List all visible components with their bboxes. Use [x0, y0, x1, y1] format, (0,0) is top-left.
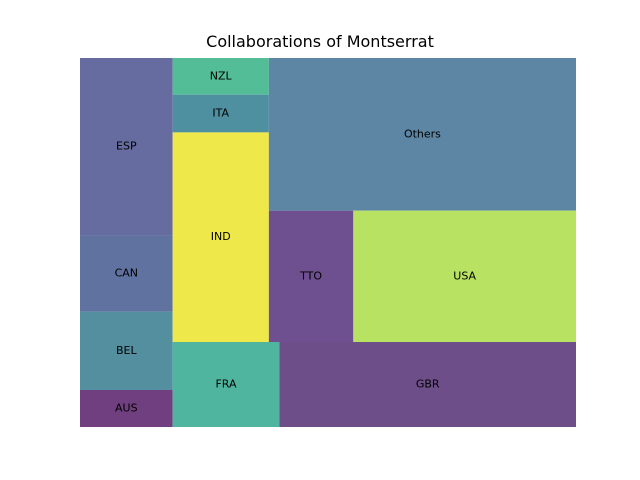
treemap-cell-ita: ITA: [172, 94, 269, 133]
treemap-rect-nzl: [172, 58, 269, 95]
treemap-rect-gbr: [279, 342, 576, 427]
treemap-cell-ind: IND: [172, 132, 269, 342]
treemap-rect-esp: [80, 58, 173, 236]
treemap-label-esp: ESP: [116, 140, 137, 153]
treemap-label-tto: TTO: [299, 269, 322, 282]
treemap-label-gbr: GBR: [416, 378, 440, 391]
treemap-cell-can: CAN: [80, 235, 173, 312]
treemap-label-fra: FRA: [215, 378, 237, 391]
treemap-rect-tto: [268, 210, 354, 342]
treemap-label-aus: AUS: [115, 401, 138, 414]
treemap-rect-can: [80, 235, 173, 312]
treemap-label-bel: BEL: [116, 344, 137, 357]
treemap-cell-gbr: GBR: [279, 342, 576, 427]
treemap-cell-usa: USA: [353, 210, 576, 342]
treemap-rect-others: [268, 58, 576, 211]
treemap-label-can: CAN: [115, 267, 138, 280]
treemap-cell-aus: AUS: [80, 389, 173, 427]
treemap-label-others: Others: [404, 127, 441, 140]
treemap-cell-bel: BEL: [80, 311, 173, 390]
treemap-label-usa: USA: [453, 269, 476, 282]
treemap-label-ita: ITA: [212, 107, 229, 120]
treemap-rect-fra: [172, 342, 280, 427]
treemap-cell-nzl: NZL: [172, 58, 269, 95]
treemap-label-nzl: NZL: [210, 69, 233, 82]
treemap-cell-others: Others: [268, 58, 576, 211]
treemap-rect-usa: [353, 210, 576, 342]
treemap-rect-aus: [80, 389, 173, 427]
treemap-cell-tto: TTO: [268, 210, 354, 342]
treemap-cell-fra: FRA: [172, 342, 280, 427]
treemap-rect-ind: [172, 132, 269, 342]
treemap-rect-bel: [80, 311, 173, 390]
treemap-rect-ita: [172, 94, 269, 133]
chart-title: Collaborations of Montserrat: [206, 32, 434, 51]
treemap-label-ind: IND: [211, 230, 231, 243]
treemap-cell-esp: ESP: [80, 58, 173, 236]
